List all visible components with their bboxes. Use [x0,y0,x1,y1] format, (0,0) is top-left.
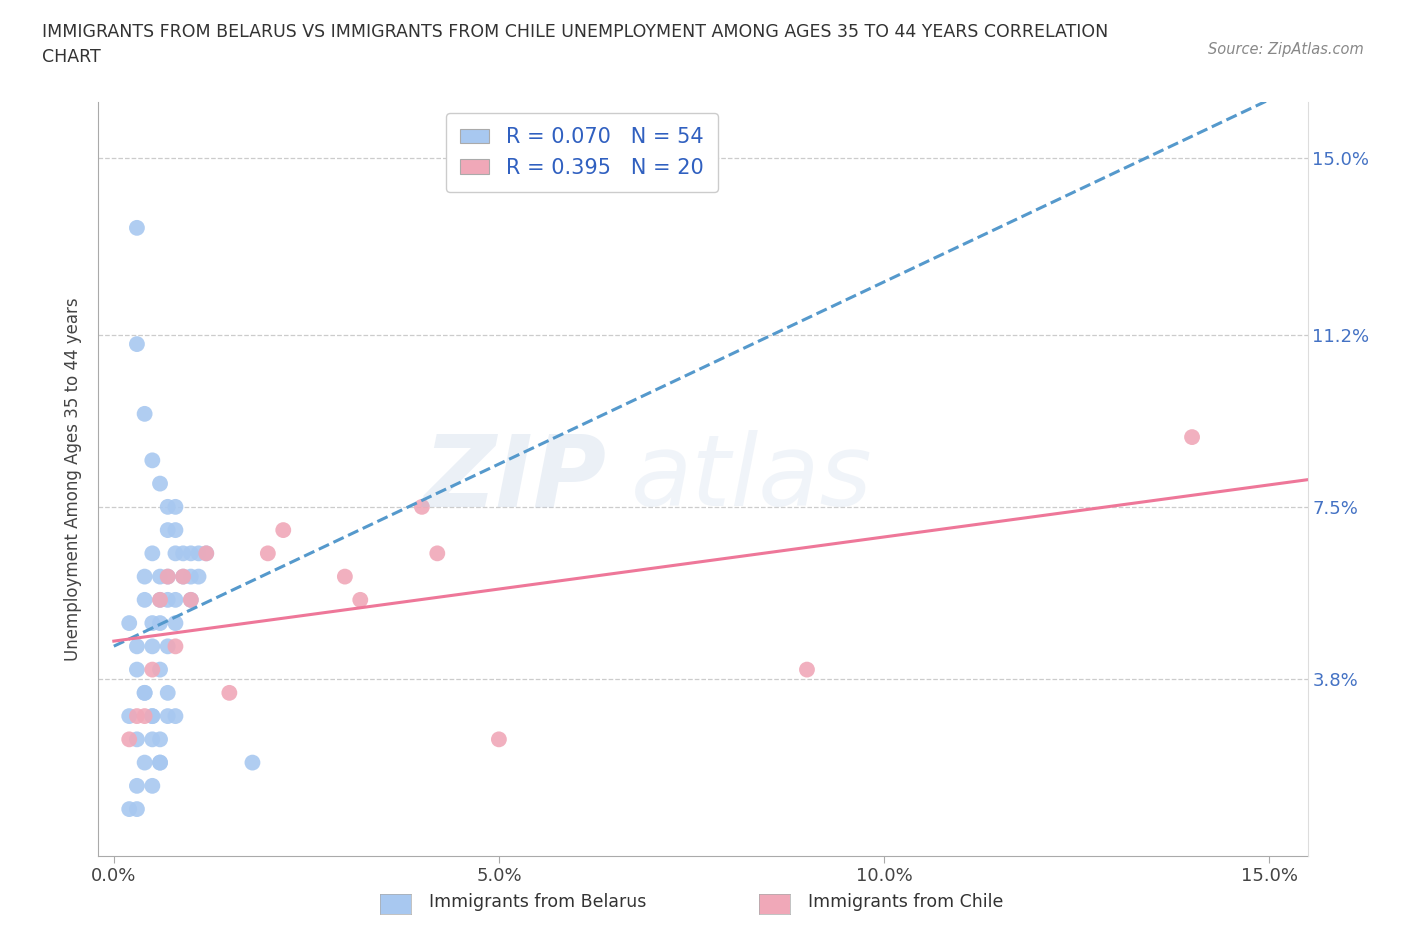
Point [125,778,148,793]
Point [141,709,163,724]
Point [156,569,179,584]
Y-axis label: Unemployment Among Ages 35 to 44 years: Unemployment Among Ages 35 to 44 years [65,298,83,660]
Point [125,639,148,654]
Point [149,662,172,677]
Point [141,709,163,724]
Point [165,709,187,724]
Point [141,778,163,793]
Point [149,476,172,491]
Point [156,709,179,724]
Point [156,499,179,514]
Point [257,546,280,561]
Point [134,685,156,700]
Point [118,802,141,817]
Point [141,639,163,654]
Point [134,569,156,584]
Point [187,569,209,584]
Legend: R = 0.070   N = 54, R = 0.395   N = 20: R = 0.070 N = 54, R = 0.395 N = 20 [446,113,718,193]
Text: Source: ZipAtlas.com: Source: ZipAtlas.com [1208,42,1364,57]
Point [118,709,141,724]
Point [187,546,209,561]
Point [141,546,163,561]
Point [426,546,449,561]
Point [149,569,172,584]
Point [125,337,148,352]
Point [195,546,218,561]
Point [141,453,163,468]
Point [349,592,371,607]
Point [165,639,187,654]
Point [156,592,179,607]
Point [125,802,148,817]
Point [180,546,202,561]
Text: Immigrants from Chile: Immigrants from Chile [808,893,1004,911]
Point [796,662,818,677]
Point [165,523,187,538]
Point [172,546,194,561]
Point [125,732,148,747]
Point [134,685,156,700]
Point [218,685,240,700]
Point [156,685,179,700]
Point [1181,430,1204,445]
Point [156,569,179,584]
Point [134,709,156,724]
Point [141,662,163,677]
Point [149,755,172,770]
Point [134,406,156,421]
Point [172,569,194,584]
Point [242,755,264,770]
Point [149,592,172,607]
Point [165,616,187,631]
Point [333,569,356,584]
Point [156,639,179,654]
Point [149,732,172,747]
Point [165,499,187,514]
Text: atlas: atlas [630,431,872,527]
Point [149,755,172,770]
Point [488,732,510,747]
Point [134,592,156,607]
Text: IMMIGRANTS FROM BELARUS VS IMMIGRANTS FROM CHILE UNEMPLOYMENT AMONG AGES 35 TO 4: IMMIGRANTS FROM BELARUS VS IMMIGRANTS FR… [42,23,1108,41]
Point [149,592,172,607]
Point [172,569,194,584]
Point [125,662,148,677]
Point [180,592,202,607]
Point [165,546,187,561]
Point [141,616,163,631]
Text: CHART: CHART [42,48,101,66]
Point [118,616,141,631]
Text: Immigrants from Belarus: Immigrants from Belarus [429,893,647,911]
Point [125,220,148,235]
Point [411,499,433,514]
Point [180,569,202,584]
Point [134,755,156,770]
Point [165,592,187,607]
Point [118,732,141,747]
Point [125,709,148,724]
Point [195,546,218,561]
Point [271,523,294,538]
Point [180,592,202,607]
Text: ZIP: ZIP [423,431,606,527]
Point [149,616,172,631]
Point [141,732,163,747]
Point [156,523,179,538]
